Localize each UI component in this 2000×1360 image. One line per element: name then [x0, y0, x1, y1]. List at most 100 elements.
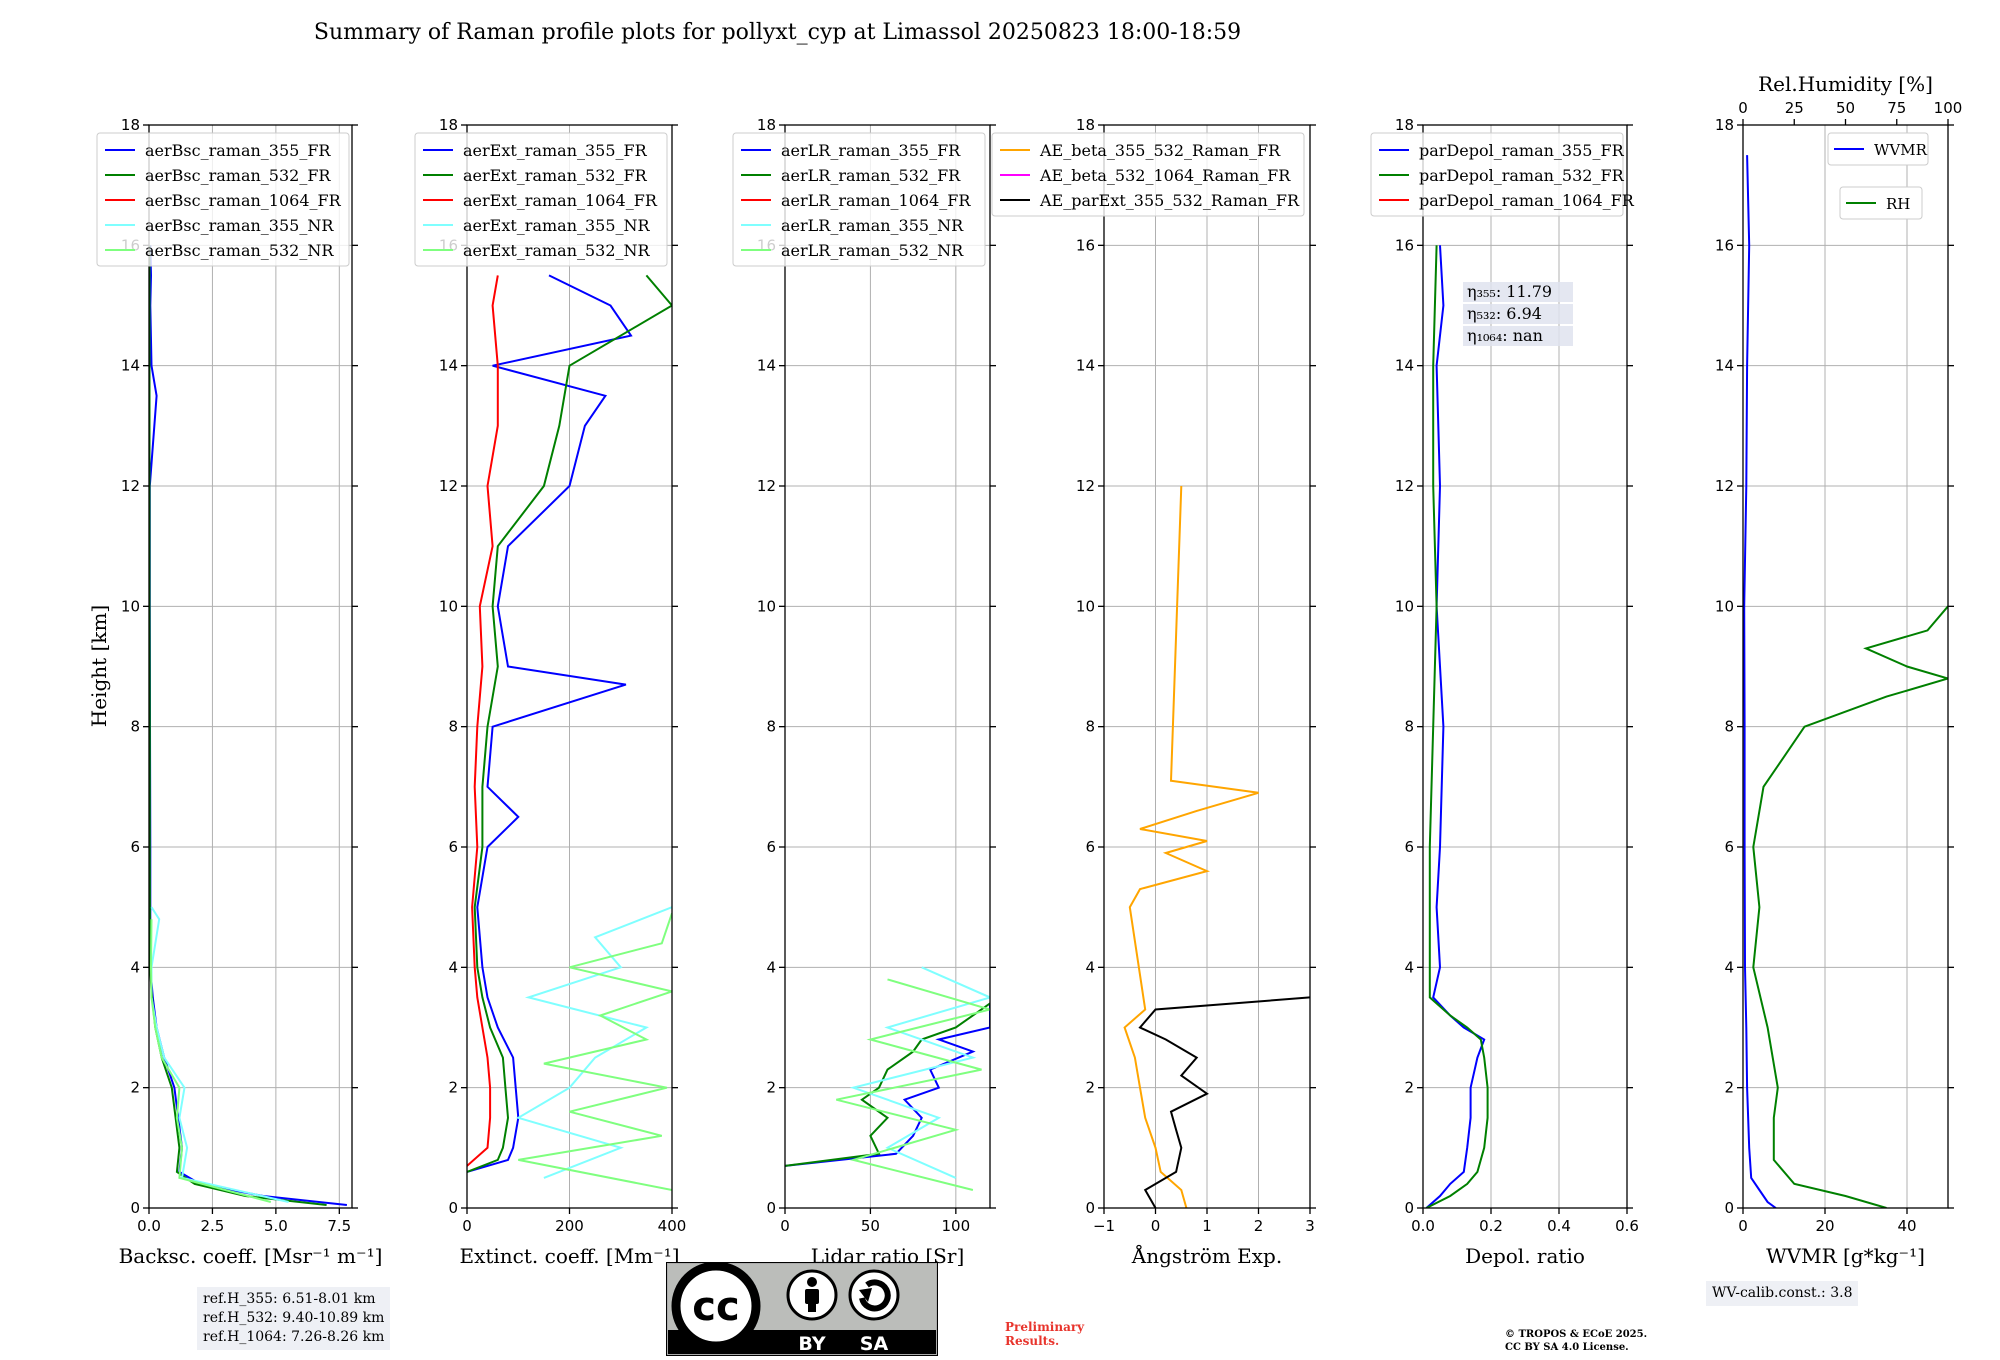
y-tick-label: 12	[439, 477, 458, 495]
series-line-aerBsc_raman_532_NR	[149, 919, 272, 1203]
y-tick-label: 8	[766, 718, 776, 736]
legend-label: aerLR_raman_355_FR	[781, 141, 961, 160]
series-group	[1425, 245, 1489, 1208]
ref-height-1064: ref.H_1064: 7.26-8.26 km	[203, 1329, 385, 1345]
y-tick-label: 0	[448, 1199, 458, 1217]
x-tick-label: 20	[1815, 1217, 1834, 1235]
preliminary-line-2: Results.	[1005, 1334, 1060, 1348]
legend-box	[732, 132, 986, 267]
series-group	[1123, 485, 1310, 1208]
series-line-RH	[1752, 605, 1948, 1208]
panel-extinction: 0246810121416180200400Extinct. coeff. [M…	[414, 116, 687, 1268]
y-tick-label: 12	[1076, 477, 1095, 495]
y-tick-label: 10	[439, 597, 458, 615]
y-tick-label: 10	[1395, 597, 1414, 615]
x-tick-label: 0	[462, 1217, 472, 1235]
x-tick-label: 0.6	[1615, 1217, 1639, 1235]
y-tick-label: 6	[1724, 838, 1734, 856]
y-tick-label: 10	[1715, 597, 1734, 615]
x-tick-label: 0.0	[137, 1217, 161, 1235]
x-tick-label: 0.4	[1547, 1217, 1571, 1235]
y-tick-label: 16	[1076, 236, 1095, 254]
y-axis-label: Height [km]	[87, 605, 111, 727]
y-tick-label: 0	[1724, 1199, 1734, 1217]
x-tick-label: −1	[1093, 1217, 1115, 1235]
y-tick-label: 4	[130, 958, 140, 976]
copyright-line-1: © TROPOS & ECoE 2025.	[1505, 1329, 1648, 1340]
x-tick-label: 0	[780, 1217, 790, 1235]
y-tick-label: 12	[1395, 477, 1414, 495]
top-x-tick-label: 50	[1836, 99, 1855, 117]
y-tick-label: 2	[1085, 1079, 1095, 1097]
y-tick-label: 0	[766, 1199, 776, 1217]
legend-box	[1839, 186, 1923, 220]
x-tick-label: 400	[658, 1217, 687, 1235]
x-tick-label: 2.5	[201, 1217, 225, 1235]
y-tick-label: 18	[121, 116, 140, 134]
series-line-aerExt_raman_532_FR	[467, 274, 672, 1173]
y-tick-label: 12	[1715, 477, 1734, 495]
series-line-aerLR_raman_355_FR	[785, 1003, 990, 1167]
legend-box	[96, 132, 350, 267]
ref-height-355: ref.H_355: 6.51-8.01 km	[203, 1291, 376, 1307]
legend-label: RH	[1886, 195, 1910, 213]
axes-frame	[784, 124, 991, 1209]
x-tick-label: 0.2	[1479, 1217, 1503, 1235]
legend-box	[414, 132, 668, 267]
preliminary-note: Preliminary Results.	[1005, 1320, 1084, 1348]
wv-calib-box: WV-calib.const.: 3.8	[1706, 1281, 1859, 1306]
preliminary-line-1: Preliminary	[1005, 1320, 1085, 1334]
x-tick-label: 0	[1151, 1217, 1161, 1235]
x-tick-label: 50	[861, 1217, 880, 1235]
legend-label: aerBsc_raman_355_FR	[145, 141, 331, 160]
y-tick-label: 2	[1724, 1079, 1734, 1097]
y-tick-label: 6	[1085, 838, 1095, 856]
y-tick-label: 4	[448, 958, 458, 976]
legend-label: aerBsc_raman_532_NR	[145, 241, 334, 260]
y-tick-label: 18	[439, 116, 458, 134]
series-line-aerBsc_raman_355_FR	[149, 245, 348, 1206]
y-tick-label: 12	[121, 477, 140, 495]
legend-label: aerLR_raman_532_NR	[781, 241, 964, 260]
legend-box	[1827, 132, 1929, 166]
panel-depolarization: 0 2 4 6 8 10 12 14 16 18 0.0 0.2 0.4 0.6 Depol. ratio p…	[1370, 116, 1639, 1268]
y-tick-label: 4	[1404, 958, 1414, 976]
legend-box	[1370, 132, 1624, 217]
annotation-box	[1463, 304, 1573, 324]
series-line-aerExt_raman_355_FR	[467, 274, 633, 1173]
top-x-tick-label: 100	[1934, 99, 1963, 117]
legend-label: aerExt_raman_532_FR	[463, 166, 648, 185]
y-tick-label: 8	[1724, 718, 1734, 736]
y-tick-label: 16	[1715, 236, 1734, 254]
y-tick-label: 6	[766, 838, 776, 856]
series-group	[467, 274, 672, 1191]
y-tick-label: 2	[448, 1079, 458, 1097]
copyright-line-2: CC BY SA 4.0 License.	[1505, 1342, 1629, 1353]
annotation-text: η₃₅₅: 11.79	[1467, 282, 1552, 301]
cc-logo-text: cc	[692, 1284, 739, 1330]
x-axis-label: Depol. ratio	[1465, 1244, 1585, 1268]
legend-label: AE_parExt_355_532_Raman_FR	[1039, 191, 1300, 210]
x-axis-label: Backsc. coeff. [Msr⁻¹ m⁻¹]	[119, 1244, 383, 1268]
annotation-box	[1463, 326, 1573, 346]
y-tick-label: 2	[1404, 1079, 1414, 1097]
y-tick-label: 8	[1085, 718, 1095, 736]
y-tick-label: 14	[1395, 357, 1414, 375]
sa-share-alike-icon	[848, 1269, 900, 1321]
y-tick-label: 10	[121, 597, 140, 615]
series-line-AE_beta_355_532_Raman_FR	[1123, 485, 1259, 1208]
y-tick-label: 14	[1715, 357, 1734, 375]
panel-lidar_ratio: 024681012141618050100Lidar ratio [Sr]aer…	[732, 116, 996, 1268]
y-tick-label: 8	[448, 718, 458, 736]
x-tick-label: 40	[1897, 1217, 1916, 1235]
legend-label: aerBsc_raman_355_NR	[145, 216, 334, 235]
annotation-box	[1463, 282, 1573, 302]
y-tick-label: 14	[757, 357, 776, 375]
x-axis-label: Ångström Exp.	[1131, 1243, 1282, 1268]
y-tick-label: 0	[1085, 1199, 1095, 1217]
top-x-tick-label: 0	[1738, 99, 1748, 117]
wv-calib-text: WV-calib.const.: 3.8	[1712, 1285, 1853, 1301]
